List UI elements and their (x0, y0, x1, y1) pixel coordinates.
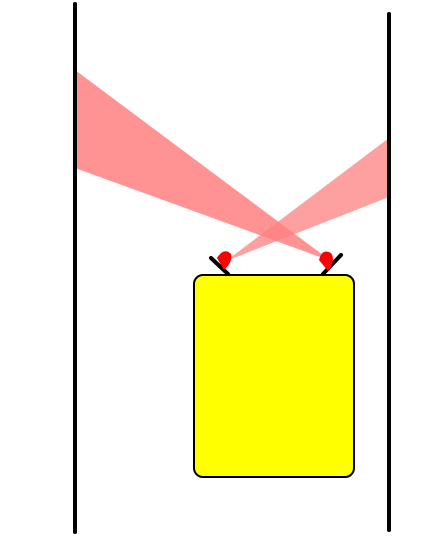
left-sensor-beam (226, 138, 389, 261)
right-sensor-mount (321, 253, 343, 276)
left-sensor-mount (209, 256, 230, 276)
right-sensor-beam (75, 70, 331, 261)
right-sensor-light (319, 251, 333, 271)
left-sensor (209, 251, 232, 276)
left-sensor-light (217, 251, 232, 270)
robot-body (193, 274, 355, 478)
right-sensor (319, 251, 343, 276)
